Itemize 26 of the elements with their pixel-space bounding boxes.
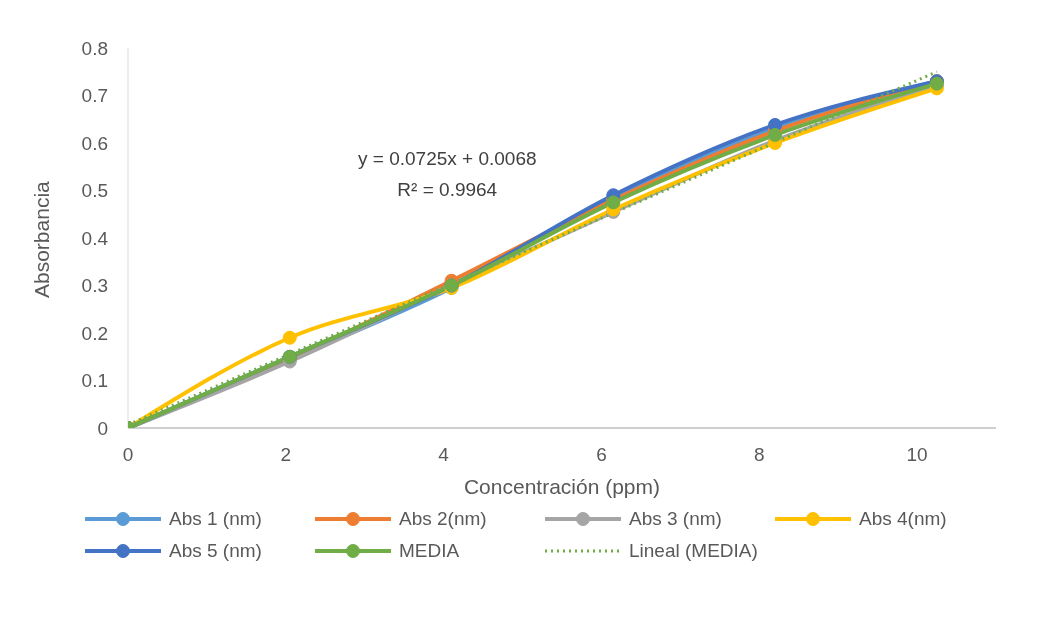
y-tick-label: 0 [97,417,108,439]
y-axis-title: Absorbancia [30,180,54,298]
y-tick-label: 0.3 [81,275,108,297]
legend-label: Abs 3 (nm) [629,508,722,530]
y-tick-label: 0.4 [81,227,109,249]
legend-label: Abs 2(nm) [399,508,487,530]
annotation: R² = 0.9964 [396,178,499,202]
y-tick-label: 0.8 [81,37,108,59]
y-tick-label: 0.6 [81,132,108,154]
legend-label: Abs 5 (nm) [169,540,262,562]
x-tick-label: 0 [122,444,134,466]
legend-label: Abs 1 (nm) [169,508,262,530]
annotation: y = 0.0725x + 0.0068 [358,147,537,171]
x-axis-title: Concentración (ppm) [463,475,661,498]
x-tick-label: 10 [906,444,928,466]
legend-label: Lineal (MEDIA) [629,540,758,562]
x-tick-label: 4 [438,444,450,466]
y-tick-label: 0.5 [81,180,108,202]
x-tick-label: 8 [753,444,765,466]
y-tick-label: 0.1 [81,370,108,392]
x-tick-label: 2 [280,444,292,466]
legend-label: Abs 4(nm) [859,508,947,530]
legend-label: MEDIA [399,540,460,562]
y-tick-label: 0.7 [81,85,108,107]
x-tick-label: 6 [596,444,607,466]
y-tick-label: 0.2 [81,322,108,344]
